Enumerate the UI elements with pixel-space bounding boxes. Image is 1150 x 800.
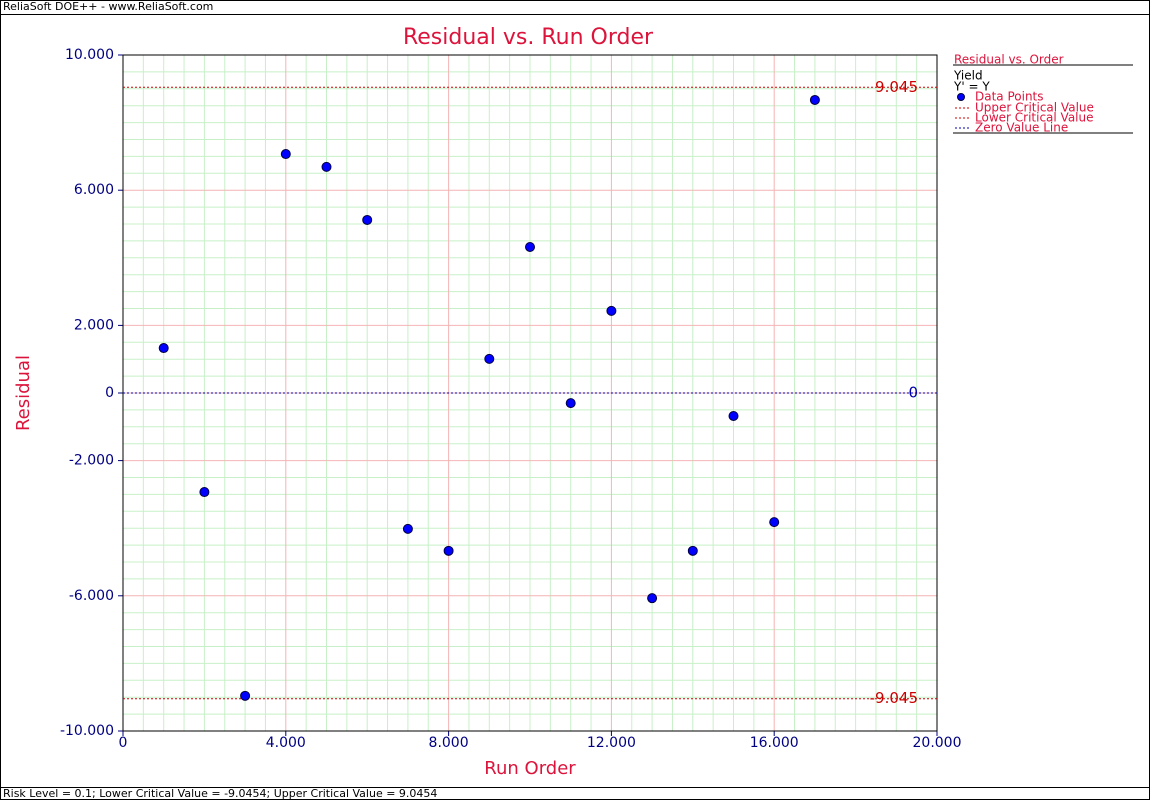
data-point (443, 545, 454, 556)
data-point (362, 214, 373, 225)
y-tick-label: -2.000 (69, 453, 114, 469)
y-tick-label: -6.000 (69, 588, 114, 604)
x-tick-label: 0 (119, 735, 128, 751)
data-point (280, 149, 291, 160)
legend-label: Lower Critical Value (975, 111, 1094, 125)
legend-group: Yield (953, 69, 983, 83)
x-tick-label: 20.000 (913, 735, 962, 751)
y-tick-label: 6.000 (74, 182, 114, 198)
legend-label: Upper Critical Value (975, 101, 1094, 115)
legend-label: Zero Value Line (975, 121, 1068, 135)
chart-title: Residual vs. Run Order (403, 25, 654, 50)
data-point (728, 410, 739, 421)
data-point (402, 523, 413, 534)
data-point (565, 398, 576, 409)
footer: Risk Level = 0.1; Lower Critical Value =… (3, 787, 437, 800)
data-point (769, 517, 780, 528)
data-point (240, 690, 251, 701)
legend-marker (957, 93, 965, 101)
y-tick-label: 10.000 (65, 47, 114, 63)
legend-label: Data Points (975, 90, 1044, 104)
reference-label: -9.045 (870, 689, 918, 707)
x-axis-label: Run Order (484, 758, 576, 779)
x-tick-label: 8.000 (429, 735, 469, 751)
data-point (484, 353, 495, 364)
y-tick-label: -10.000 (60, 723, 114, 739)
data-point (647, 593, 658, 604)
reference-label: 0 (908, 384, 918, 402)
data-point (321, 161, 332, 172)
legend-title: Residual vs. Order (954, 53, 1064, 67)
y-axis-label: Residual (13, 355, 34, 431)
data-point (158, 343, 169, 354)
data-point (525, 241, 535, 252)
x-tick-label: 4.000 (266, 735, 306, 751)
legend-subgroup: Y' = Y (953, 80, 990, 94)
data-point (199, 487, 210, 498)
data-point (606, 305, 617, 316)
y-tick-label: 2.000 (74, 317, 114, 333)
x-tick-label: 12.000 (587, 735, 636, 751)
reference-label: 9.045 (875, 78, 918, 96)
header: ReliaSoft DOE++ - www.ReliaSoft.com (3, 0, 213, 13)
x-tick-label: 16.000 (750, 735, 799, 751)
y-tick-label: 0 (105, 385, 114, 401)
data-point (687, 545, 698, 556)
data-point (809, 94, 820, 105)
